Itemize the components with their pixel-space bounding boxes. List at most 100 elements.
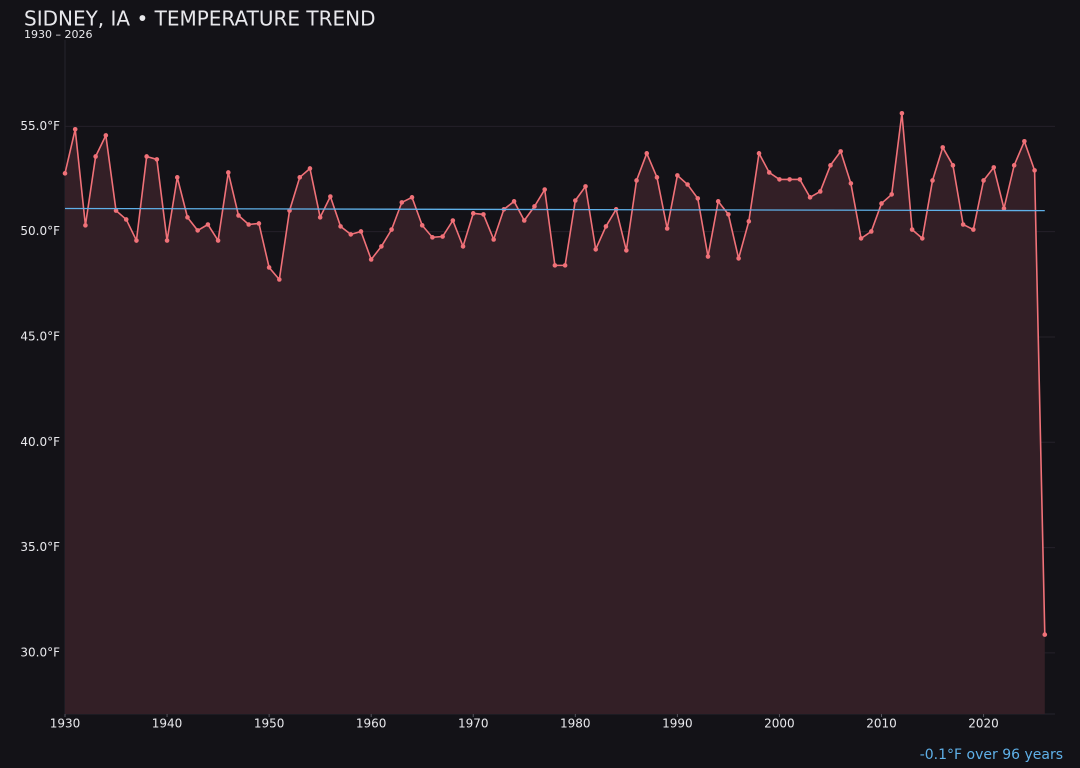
point	[909, 227, 915, 232]
point	[817, 189, 823, 194]
x-tick-label: 1930	[50, 717, 81, 731]
point	[766, 170, 772, 175]
point	[236, 213, 241, 218]
point	[440, 234, 445, 239]
point	[460, 244, 466, 249]
point	[256, 221, 262, 226]
point	[685, 182, 690, 187]
point	[971, 227, 976, 232]
point	[981, 178, 986, 183]
y-tick-label: 45.0°F	[20, 329, 60, 343]
point	[858, 236, 864, 241]
point	[389, 227, 394, 232]
point	[920, 236, 925, 241]
x-tick-label: 1980	[560, 717, 591, 731]
y-tick-label: 50.0°F	[20, 224, 60, 238]
point	[552, 263, 558, 268]
point	[430, 235, 435, 240]
point	[940, 145, 946, 150]
point	[481, 212, 486, 217]
point	[889, 192, 895, 197]
point	[991, 165, 997, 170]
point	[185, 215, 190, 220]
point	[868, 229, 874, 234]
point	[93, 154, 98, 159]
point	[491, 237, 496, 242]
point	[634, 178, 639, 183]
point	[521, 218, 527, 223]
point	[756, 151, 762, 156]
point	[144, 154, 149, 159]
x-tick-label: 2020	[968, 717, 999, 731]
point	[695, 196, 701, 201]
point	[777, 177, 782, 182]
point	[715, 199, 721, 204]
trend-line	[64, 207, 1045, 212]
point	[134, 238, 139, 243]
point	[726, 212, 731, 217]
point	[277, 277, 282, 282]
trend-annotation: -0.1°F over 96 years	[920, 747, 1063, 763]
x-tick-label: 2010	[866, 717, 897, 731]
point	[838, 149, 843, 154]
point	[328, 194, 333, 199]
point	[562, 263, 568, 268]
point	[348, 232, 354, 237]
point	[644, 151, 650, 156]
point	[154, 157, 160, 162]
x-tick-label: 1990	[662, 717, 693, 731]
point	[511, 199, 517, 204]
point	[317, 215, 323, 220]
x-tick-label: 1970	[458, 717, 489, 731]
point	[603, 224, 609, 229]
point	[419, 223, 425, 228]
point	[930, 178, 935, 183]
point	[470, 211, 476, 216]
point	[797, 177, 803, 182]
point	[1022, 139, 1027, 144]
point	[675, 173, 680, 178]
point	[205, 222, 211, 227]
point	[879, 201, 884, 206]
point	[379, 244, 384, 249]
y-tick-label: 35.0°F	[20, 540, 60, 554]
point	[297, 175, 303, 180]
chart-subtitle: 1930 – 2026	[24, 28, 92, 41]
point	[358, 229, 364, 234]
point	[72, 127, 78, 132]
point	[62, 171, 68, 176]
x-tick-label: 2000	[764, 717, 795, 731]
point	[705, 254, 711, 259]
point	[624, 248, 629, 253]
y-tick-label: 30.0°F	[20, 645, 60, 659]
point	[848, 181, 854, 186]
y-tick-label: 55.0°F	[20, 119, 60, 133]
point	[746, 219, 752, 224]
point	[542, 187, 547, 192]
point	[787, 177, 792, 182]
chart-title: SIDNEY, IA • TEMPERATURE TREND	[24, 7, 376, 31]
point	[593, 247, 599, 252]
point	[950, 163, 956, 168]
point	[573, 198, 578, 203]
point	[174, 175, 180, 180]
point	[828, 163, 833, 168]
point	[83, 223, 88, 228]
point	[532, 204, 537, 209]
point	[1032, 168, 1037, 173]
point	[664, 226, 670, 231]
point	[266, 265, 272, 270]
point	[450, 218, 456, 223]
x-tick-label: 1940	[152, 717, 183, 731]
point	[225, 170, 231, 175]
point	[399, 200, 405, 205]
point	[368, 257, 374, 262]
point	[103, 133, 109, 138]
point	[215, 238, 221, 243]
point	[1001, 206, 1007, 211]
point	[960, 222, 966, 227]
y-tick-label: 40.0°F	[20, 435, 60, 449]
point	[1011, 163, 1017, 168]
point	[583, 184, 588, 189]
point	[123, 217, 129, 222]
